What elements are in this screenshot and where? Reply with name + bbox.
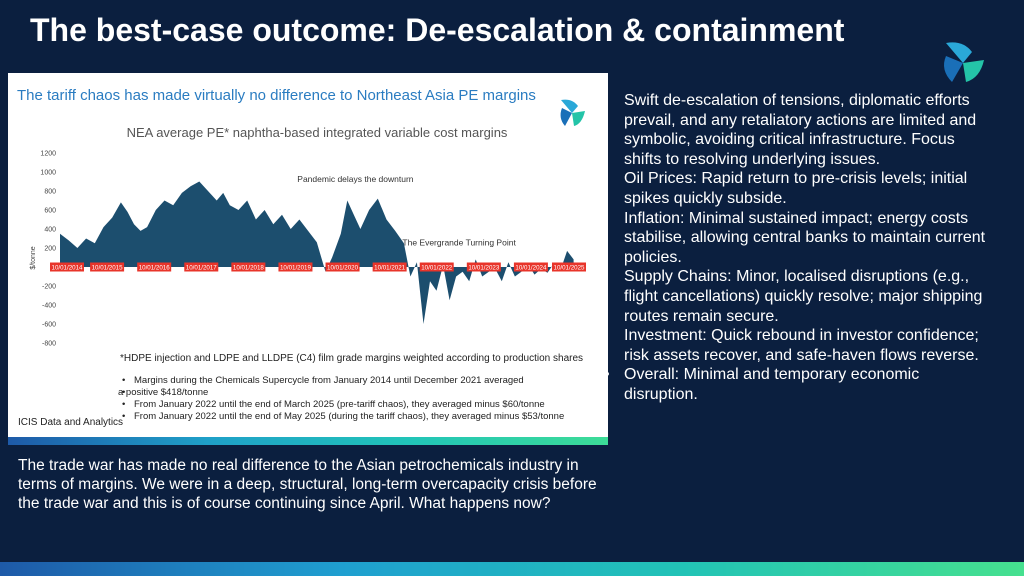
x-tick-label: 10/01/2021	[374, 265, 406, 272]
x-tick-box	[372, 262, 407, 272]
bullet-supercycle-cont: a positive $418/tonne	[118, 387, 564, 399]
y-axis-label: $/tonne	[30, 246, 37, 269]
x-tick-label: 10/01/2019	[280, 265, 312, 272]
y-tick-label: 600	[44, 208, 56, 215]
y-tick-label: -200	[42, 284, 56, 291]
icis-logo	[944, 42, 984, 82]
scenario-overall: • Overall: Minimal and temporary economic…	[604, 365, 996, 404]
x-tick-box	[231, 262, 266, 272]
x-tick-label: 10/01/2014	[52, 265, 84, 272]
chart-annotation: The Evergrande Turning Point	[402, 238, 516, 248]
x-tick-label: 10/01/2022	[421, 265, 453, 272]
x-tick-box	[552, 262, 586, 272]
scenario-investment: Investment: Quick rebound in investor co…	[624, 327, 979, 364]
x-tick-box	[137, 262, 172, 272]
x-tick-label: 10/01/2015	[92, 265, 124, 272]
x-tick-label: 10/01/2017	[186, 265, 218, 272]
x-tick-label: 10/01/2016	[139, 265, 171, 272]
panel-accent-bar	[8, 437, 608, 445]
x-tick-box	[184, 262, 219, 272]
x-tick-box	[419, 262, 454, 272]
x-tick-label: 10/01/2024	[515, 265, 547, 272]
x-tick-box	[278, 262, 313, 272]
bullet-tariff-chaos: From January 2022 until the end of May 2…	[118, 411, 564, 423]
x-tick-box	[513, 262, 548, 272]
chart-footnote: *HDPE injection and LDPE and LLDPE (C4) …	[120, 353, 584, 364]
x-tick-label: 10/01/2025	[554, 265, 586, 272]
margin-area-series	[60, 181, 574, 324]
y-tick-label: 200	[44, 246, 56, 253]
x-tick-box	[90, 262, 125, 272]
x-tick-box	[466, 262, 501, 272]
x-tick-box	[325, 262, 360, 272]
y-tick-label: 400	[44, 227, 56, 234]
scenario-description: Swift de-escalation of tensions, diploma…	[604, 91, 996, 405]
x-tick-label: 10/01/2023	[468, 265, 500, 272]
slide-title: The best-case outcome: De-escalation & c…	[30, 12, 845, 48]
scenario-supply: Supply Chains: Minor, localised disrupti…	[624, 268, 983, 325]
y-tick-label: -600	[42, 322, 56, 329]
y-tick-label: -800	[42, 341, 56, 348]
x-tick-label: 10/01/2020	[327, 265, 359, 272]
scenario-oil: Oil Prices: Rapid return to pre-crisis l…	[624, 170, 968, 207]
icis-logo-small	[560, 99, 585, 126]
chart-title: NEA average PE* naphtha-based integrated…	[127, 125, 508, 140]
chart-headline: The tariff chaos has made virtually no d…	[17, 87, 536, 104]
y-tick-label: 1000	[40, 170, 56, 177]
scenario-inflation: Inflation: Minimal sustained impact; ene…	[624, 209, 986, 266]
bullet-supercycle: Margins during the Chemicals Supercycle …	[118, 375, 564, 387]
x-tick-label: 10/01/2018	[233, 265, 265, 272]
source-label: ICIS Data and Analytics	[18, 417, 124, 428]
margin-chart: NEA average PE* naphtha-based integrated…	[30, 125, 586, 348]
bottom-commentary: The trade war has made no real differenc…	[18, 457, 597, 512]
y-tick-label: -400	[42, 303, 56, 310]
summary-bullets: Margins during the Chemicals Supercycle …	[118, 375, 564, 423]
chart-panel: The tariff chaos has made virtually no d…	[8, 73, 608, 445]
x-tick-box	[50, 262, 84, 272]
bullet-pre-tariff: From January 2022 until the end of March…	[118, 399, 564, 411]
slide-accent-bar	[0, 562, 1024, 576]
y-tick-label: 1200	[40, 151, 56, 158]
chart-annotation: Pandemic delays the downturn	[297, 174, 414, 184]
y-tick-label: 800	[44, 189, 56, 196]
scenario-intro: Swift de-escalation of tensions, diploma…	[624, 92, 977, 168]
scenario-overall-text: Overall: Minimal and temporary economic …	[624, 366, 920, 403]
bullet-dot: •	[604, 366, 610, 384]
